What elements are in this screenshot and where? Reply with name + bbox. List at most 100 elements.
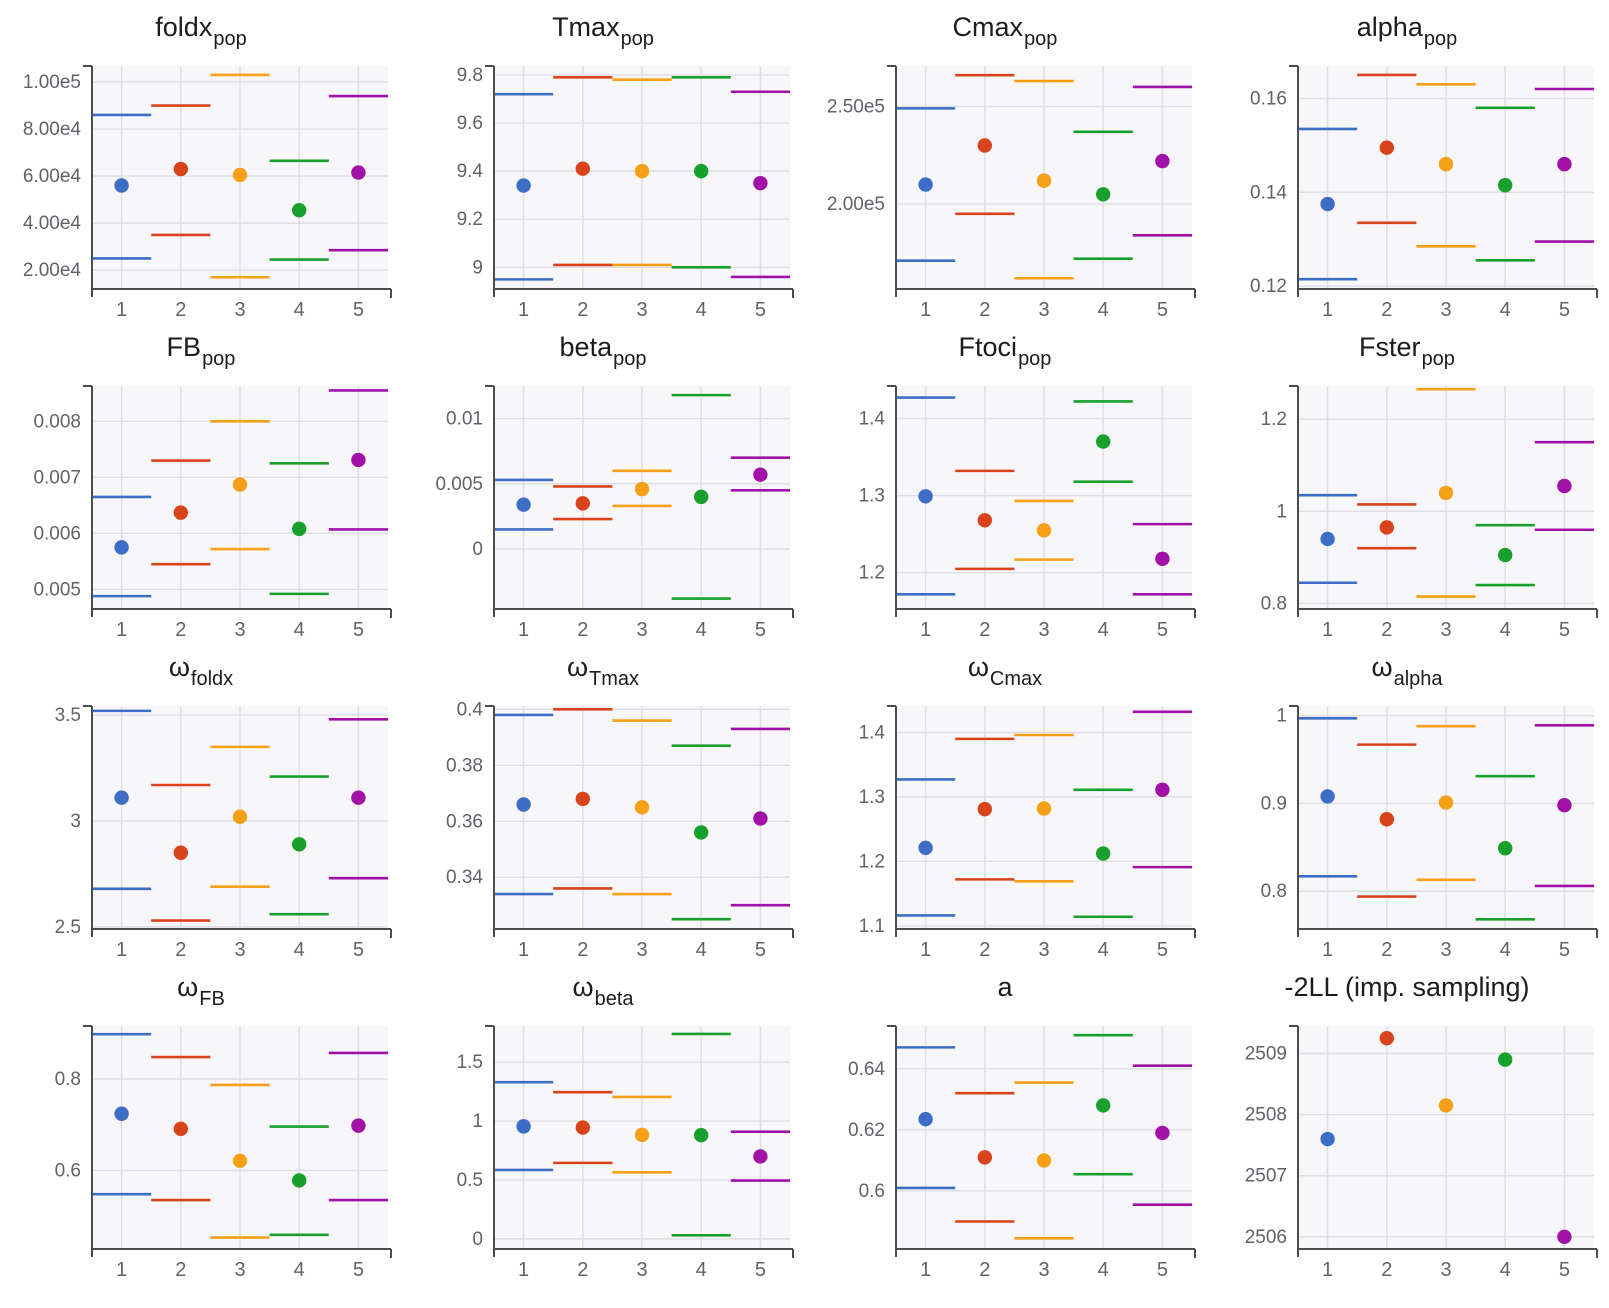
plot-title-omega_FB: ωFB (0, 960, 402, 1022)
data-point (1036, 523, 1052, 538)
plot-title-Cmax_pop: Cmaxpop (804, 0, 1206, 62)
x-tick-label: 4 (696, 299, 707, 320)
x-tick-label: 4 (294, 619, 305, 640)
plot-title-main: ω (572, 972, 594, 1002)
plot-title-subscript: FB (199, 988, 225, 1010)
y-tick-label: 0.6 (859, 1181, 885, 1202)
x-tick-label: 4 (696, 619, 707, 640)
plot-title-subscript: Cmax (989, 668, 1043, 690)
data-point (173, 505, 188, 520)
x-tick-label: 1 (518, 939, 529, 960)
y-tick-label: 2.50e5 (827, 96, 885, 117)
y-tick-label: 3 (70, 811, 81, 832)
data-point (1155, 782, 1170, 797)
plot-title-FB_pop: FBpop (0, 320, 402, 382)
x-tick-label: 5 (1157, 1259, 1168, 1281)
y-tick-label: 0.4 (457, 702, 484, 720)
y-tick-label: 0.01 (446, 409, 483, 430)
x-tick-label: 5 (755, 939, 766, 960)
plot-title-subscript: pop (213, 28, 247, 50)
subplot-alpha_pop: alphapop 0.12 0.14 0.16 1 2 3 4 5 (1206, 0, 1608, 320)
data-point (1320, 789, 1335, 804)
data-point (292, 202, 307, 218)
y-tick-label: 0.8 (1261, 881, 1287, 902)
x-tick-label: 2 (577, 939, 588, 960)
y-tick-label: 9.2 (457, 209, 483, 230)
plot-title-subscript: pop (1018, 348, 1052, 370)
plot-title-main: ω (967, 652, 989, 682)
plot-title-main: ω (566, 652, 589, 682)
plot-title-subscript: pop (613, 348, 647, 370)
x-tick-label: 5 (1157, 619, 1168, 640)
data-point (1036, 173, 1052, 188)
y-tick-label: 0.38 (446, 755, 483, 776)
plot-title-main: Fster (1359, 332, 1421, 362)
data-point (1379, 520, 1394, 535)
x-tick-label: 1 (518, 299, 529, 320)
x-tick-label: 1 (116, 619, 127, 640)
data-point (1498, 841, 1513, 856)
y-tick-label: 1.2 (1261, 409, 1287, 430)
plot-title-omega_alpha: ωalpha (1206, 640, 1608, 702)
x-tick-label: 3 (636, 1259, 647, 1281)
x-tick-label: 3 (1440, 299, 1451, 320)
plot-title-omega_beta: ωbeta (402, 960, 804, 1022)
subplot-omega_Cmax: ωCmax 1.1 1.2 1.3 1.4 1 2 3 4 5 (804, 640, 1206, 960)
x-tick-label: 2 (1381, 299, 1392, 320)
plot-canvas-Cmax_pop: 2.00e5 2.50e5 1 2 3 4 5 (827, 65, 1196, 320)
x-tick-label: 4 (294, 299, 305, 320)
y-tick-label: 2.00e4 (23, 260, 82, 281)
data-point (753, 1149, 768, 1164)
plot-title-subscript: pop (1423, 28, 1458, 50)
subplot-Cmax_pop: Cmaxpop 2.00e5 2.50e5 1 2 3 4 5 (804, 0, 1206, 320)
data-point (1320, 531, 1335, 547)
y-tick-label: 0.9 (1261, 793, 1287, 814)
data-point (634, 163, 650, 179)
y-tick-label: 9.8 (457, 65, 483, 86)
x-tick-label: 2 (1381, 1259, 1392, 1281)
data-point (977, 513, 992, 528)
data-point (1320, 1131, 1335, 1147)
data-point (173, 845, 188, 860)
x-tick-label: 5 (353, 1259, 364, 1281)
x-tick-label: 2 (979, 619, 990, 640)
plot-canvas-Tmax_pop: 9 9.2 9.4 9.6 9.8 1 2 3 4 5 (457, 65, 794, 320)
data-point (232, 167, 248, 183)
data-point (634, 481, 650, 497)
data-point (753, 811, 768, 826)
x-tick-label: 2 (175, 299, 186, 320)
y-tick-label: 0.64 (848, 1059, 885, 1080)
subplot-Fster_pop: Fsterpop 0.8 1 1.2 1 2 3 4 5 (1206, 320, 1608, 640)
y-tick-label: 0 (472, 539, 483, 560)
data-point (351, 452, 366, 468)
y-tick-label: 0.5 (457, 1170, 483, 1191)
y-tick-label: 1.00e5 (23, 72, 81, 93)
subplot-a: a 0.6 0.62 0.64 1 2 3 4 5 (804, 960, 1206, 1308)
plot-canvas-omega_beta: 0 0.5 1 1.5 1 2 3 4 5 (457, 1025, 794, 1281)
y-tick-label: 0.6 (55, 1160, 81, 1181)
subplot-foldx_pop: foldxpop 2.00e4 4.00e4 6.00e4 8.00e4 1.00e5 1 2… (0, 0, 402, 320)
x-tick-label: 2 (175, 1259, 186, 1281)
data-point (634, 1127, 650, 1143)
data-point (694, 1128, 709, 1143)
data-point (351, 1118, 366, 1133)
data-point (1155, 551, 1170, 567)
data-point (1557, 156, 1572, 172)
plot-canvas-omega_alpha: 0.8 0.9 1 1 2 3 4 5 (1261, 705, 1598, 960)
x-tick-label: 2 (979, 299, 990, 320)
plot-title-main: a (997, 972, 1013, 1002)
x-tick-label: 4 (1098, 1259, 1109, 1281)
data-point (1096, 1098, 1111, 1113)
plot-title-omega_foldx: ωfoldx (0, 640, 402, 702)
y-tick-label: 0.005 (33, 579, 81, 600)
y-tick-label: 2508 (1245, 1105, 1287, 1126)
plot-title-main: Tmax (552, 12, 620, 42)
y-tick-label: 1.3 (859, 486, 885, 507)
data-point (351, 165, 366, 180)
plot-title-subscript: pop (202, 348, 236, 370)
data-point (977, 801, 992, 817)
data-point (173, 161, 188, 177)
x-tick-label: 5 (353, 939, 364, 960)
y-tick-label: 0.8 (1261, 593, 1287, 614)
